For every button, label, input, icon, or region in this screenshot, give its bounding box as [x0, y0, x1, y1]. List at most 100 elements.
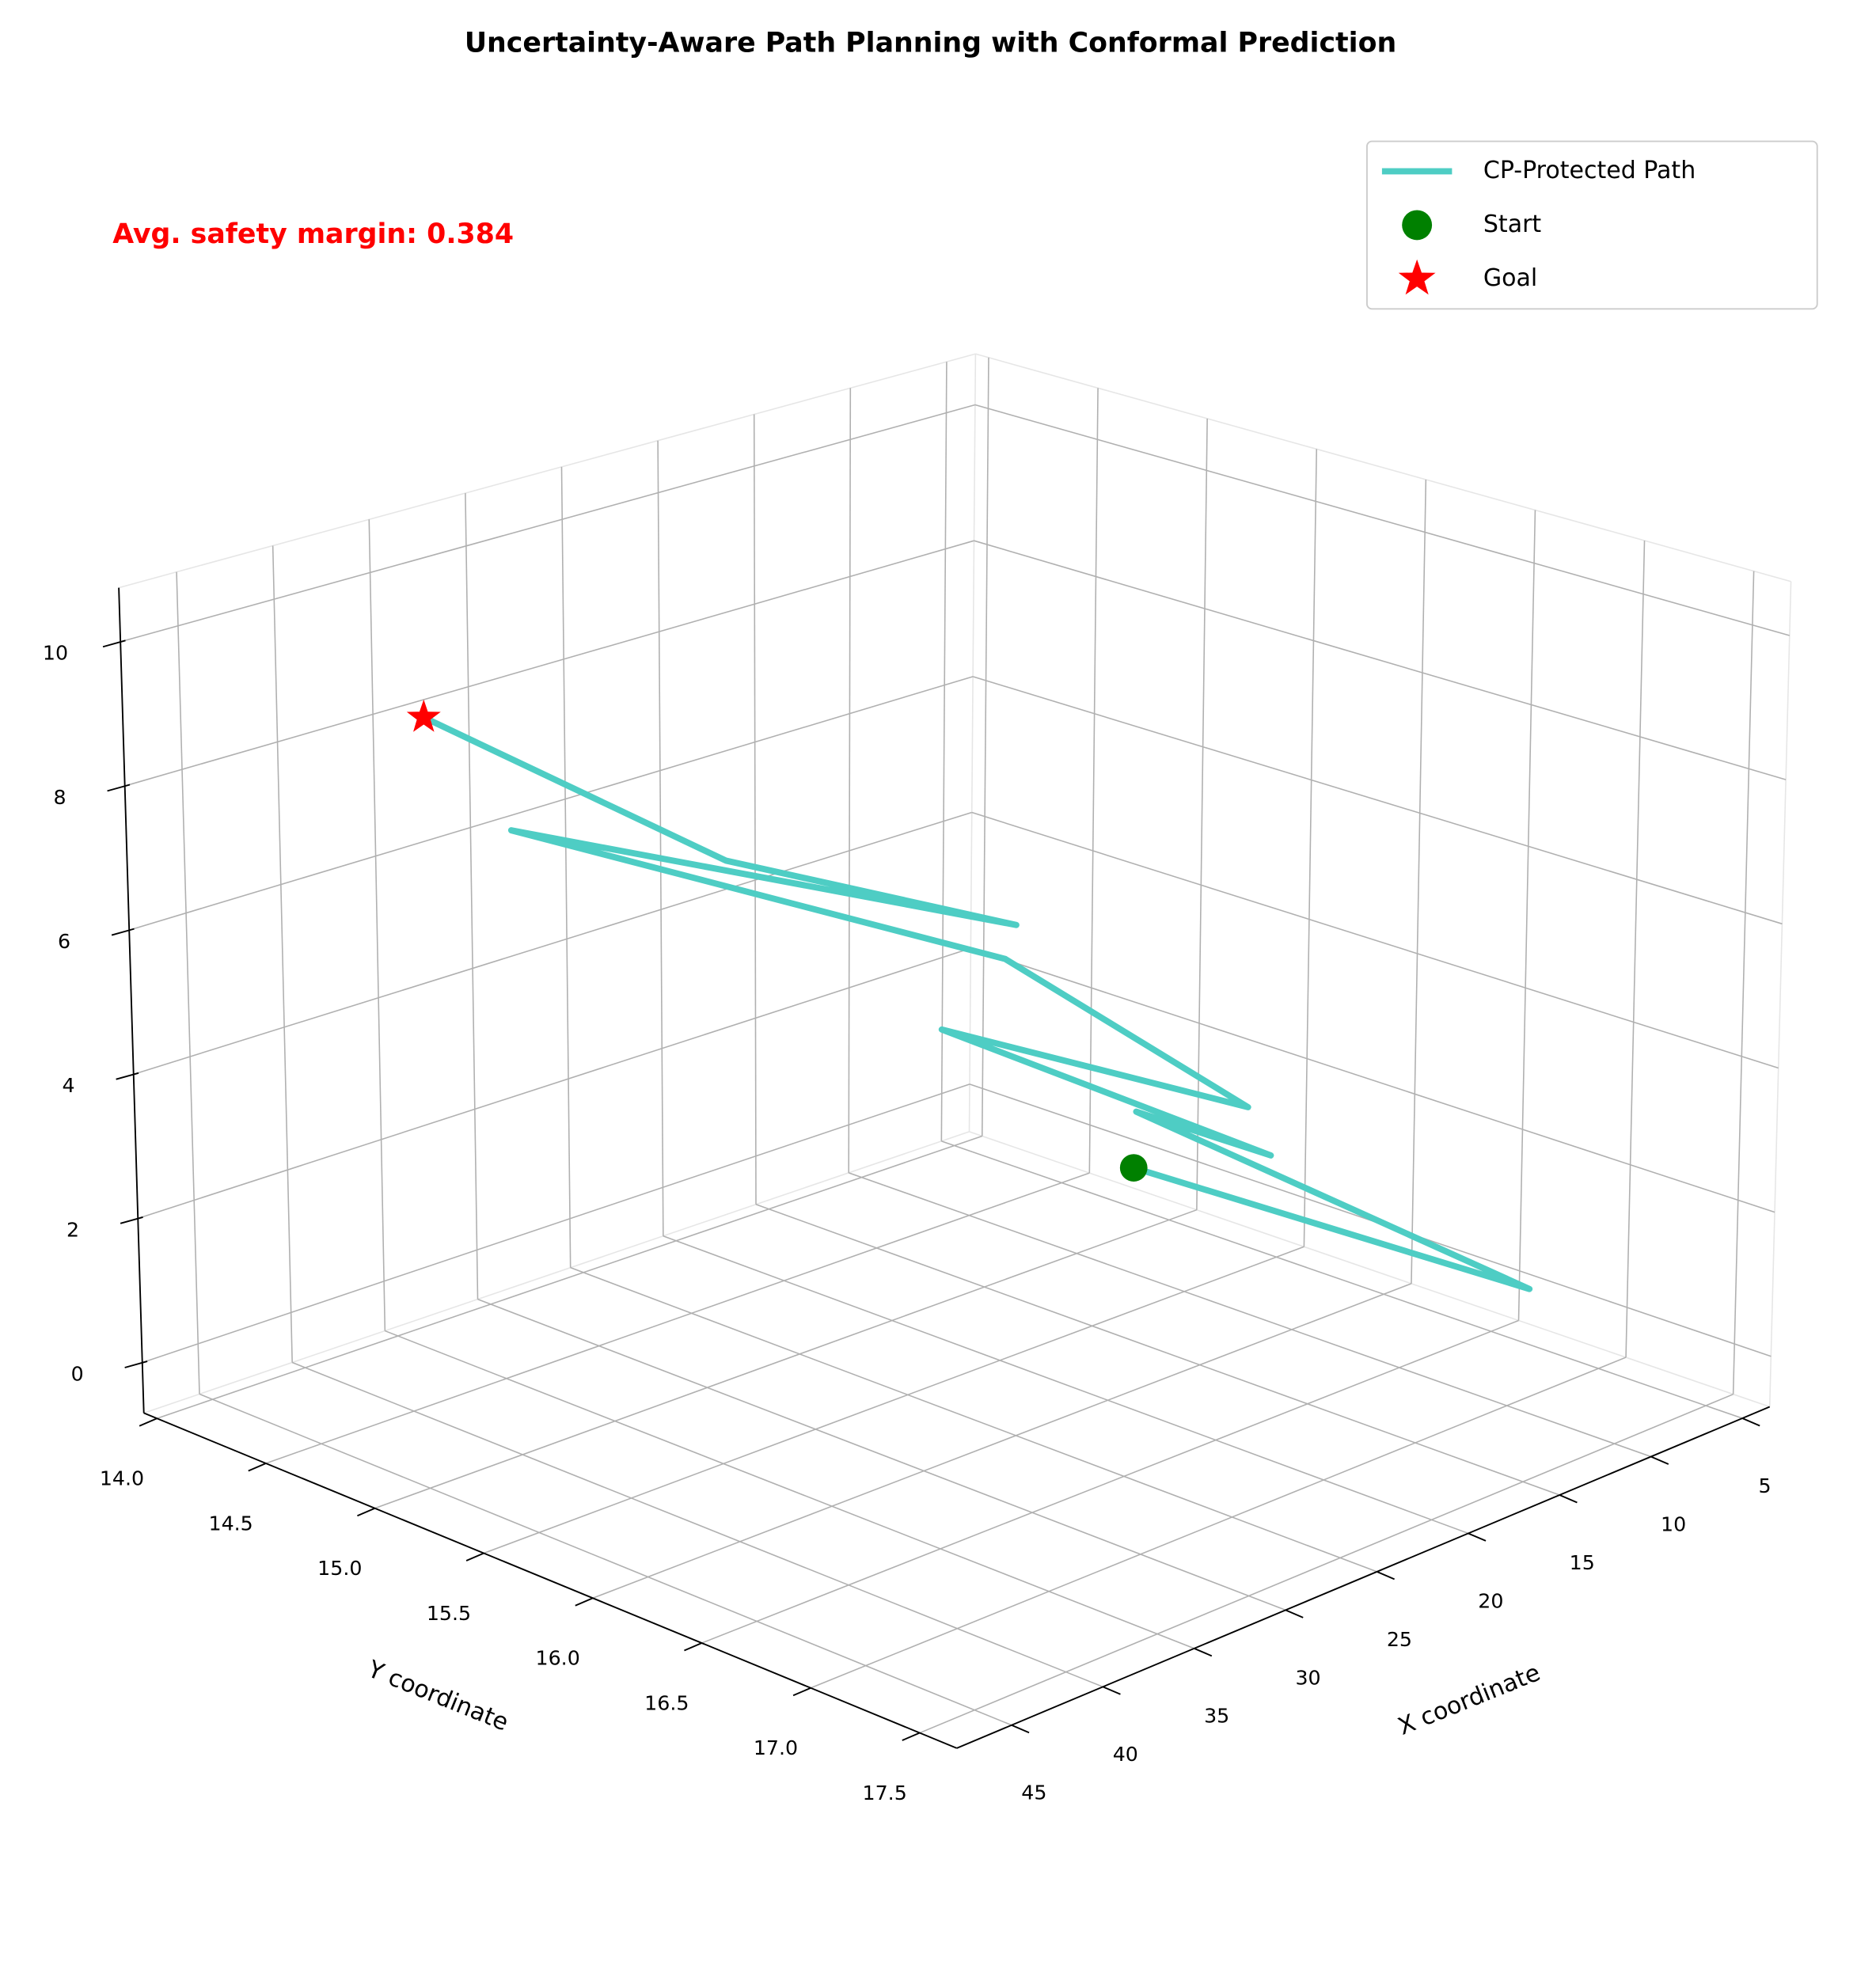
z-tick — [102, 639, 126, 648]
x-tick — [1741, 1417, 1760, 1427]
z-tick — [111, 928, 135, 936]
grid-line — [755, 1204, 1560, 1496]
x-tick — [1011, 1724, 1030, 1734]
z-tick — [124, 1360, 148, 1368]
x-tick-label: 20 — [1478, 1589, 1503, 1612]
grid-line — [156, 1135, 983, 1419]
grid-line — [974, 540, 1787, 780]
z-tick-label: 8 — [53, 786, 66, 809]
grid-line — [810, 1357, 1627, 1689]
y-tick-label: 16.0 — [536, 1647, 580, 1670]
y-axis-label: Y coordinate — [363, 1655, 512, 1736]
grid-line — [1625, 541, 1646, 1358]
legend-label: Goal — [1483, 264, 1537, 292]
x-tick — [1377, 1571, 1396, 1580]
grid-line — [291, 1361, 1103, 1688]
grid-line — [592, 1283, 1412, 1599]
grid-line — [374, 1209, 1198, 1509]
goal-marker — [1398, 259, 1436, 295]
legend-label: CP-Protected Path — [1483, 157, 1696, 184]
z-tick — [116, 1072, 139, 1080]
z-tick-label: 2 — [66, 1218, 79, 1241]
grid-line — [142, 1083, 970, 1364]
z-tick — [107, 784, 131, 792]
grid-line — [971, 811, 1779, 1069]
y-tick-label: 14.0 — [100, 1467, 144, 1490]
grid-line — [753, 414, 757, 1205]
chart-title: Uncertainty-Aware Path Planning with Con… — [465, 27, 1396, 59]
grid-line — [981, 357, 989, 1136]
grid-line — [919, 1393, 1734, 1734]
grid-line — [124, 540, 974, 787]
y-tick — [465, 1552, 484, 1561]
x-tick — [1650, 1455, 1669, 1465]
y-tick-label: 16.5 — [644, 1691, 689, 1714]
y-tick-label: 14.5 — [209, 1512, 253, 1535]
x-tick-label: 40 — [1113, 1743, 1138, 1766]
grid-line — [176, 571, 200, 1395]
path-line — [420, 714, 1533, 1292]
z-tick-label: 10 — [43, 642, 68, 665]
grid-line — [368, 519, 386, 1331]
grid-line — [385, 1330, 1195, 1649]
grid-line — [265, 1172, 1090, 1464]
grid-line — [663, 1235, 1469, 1535]
grid-line — [657, 440, 664, 1236]
grid-line — [1196, 418, 1208, 1210]
pane-edge — [118, 353, 976, 589]
grid-line — [199, 1393, 1012, 1726]
x-tick-label: 45 — [1021, 1782, 1046, 1804]
x-tick-label: 15 — [1570, 1551, 1595, 1574]
legend-box — [1365, 140, 1818, 310]
pane-edge — [1768, 581, 1792, 1407]
start-marker — [1402, 210, 1433, 241]
x-tick-label: 10 — [1661, 1512, 1686, 1535]
grid-line — [120, 404, 976, 643]
grid-line — [477, 1298, 1286, 1611]
goal-marker — [406, 699, 441, 732]
y-tick — [902, 1732, 921, 1741]
grid-line — [940, 362, 947, 1141]
pane-edge — [968, 354, 977, 1132]
grid-line — [848, 1172, 1651, 1458]
grid-line — [1411, 479, 1427, 1284]
grid-line — [570, 1266, 1377, 1573]
grid-line — [1732, 571, 1755, 1395]
annotation: Avg. safety margin: 0.384 — [112, 218, 514, 250]
grid-line — [465, 493, 479, 1300]
y-axis — [143, 1412, 958, 1749]
x-tick — [1102, 1686, 1121, 1695]
grid-line — [941, 1140, 1743, 1419]
grid-line — [133, 811, 972, 1076]
y-tick — [139, 1417, 158, 1427]
start-marker — [1119, 1154, 1148, 1182]
grid-line — [1517, 510, 1536, 1321]
legend-label: Start — [1483, 211, 1542, 238]
y-tick — [575, 1597, 594, 1607]
y-tick-label: 17.5 — [863, 1782, 907, 1804]
x-tick — [1285, 1609, 1304, 1618]
y-tick-label: 17.0 — [754, 1736, 798, 1759]
grid-line — [848, 388, 852, 1173]
grid-line — [972, 676, 1783, 925]
pane-edge — [143, 1131, 970, 1414]
y-tick — [248, 1463, 267, 1472]
z-tick-label: 0 — [71, 1362, 84, 1385]
y-tick-label: 15.5 — [427, 1602, 471, 1625]
grid-line — [138, 947, 971, 1220]
x-tick-label: 30 — [1295, 1666, 1320, 1689]
x-tick — [1559, 1494, 1578, 1504]
x-tick-label: 5 — [1758, 1474, 1771, 1497]
grid-line — [1303, 449, 1318, 1247]
y-tick — [684, 1642, 702, 1652]
grid-line — [974, 404, 1791, 636]
x-axis-label: X coordinate — [1394, 1659, 1544, 1741]
x-tick-label: 35 — [1204, 1705, 1229, 1728]
y-tick — [792, 1687, 811, 1697]
z-tick-label: 4 — [63, 1074, 75, 1097]
y-tick — [357, 1507, 375, 1517]
x-tick — [1194, 1647, 1213, 1657]
grid-line — [970, 947, 1775, 1213]
